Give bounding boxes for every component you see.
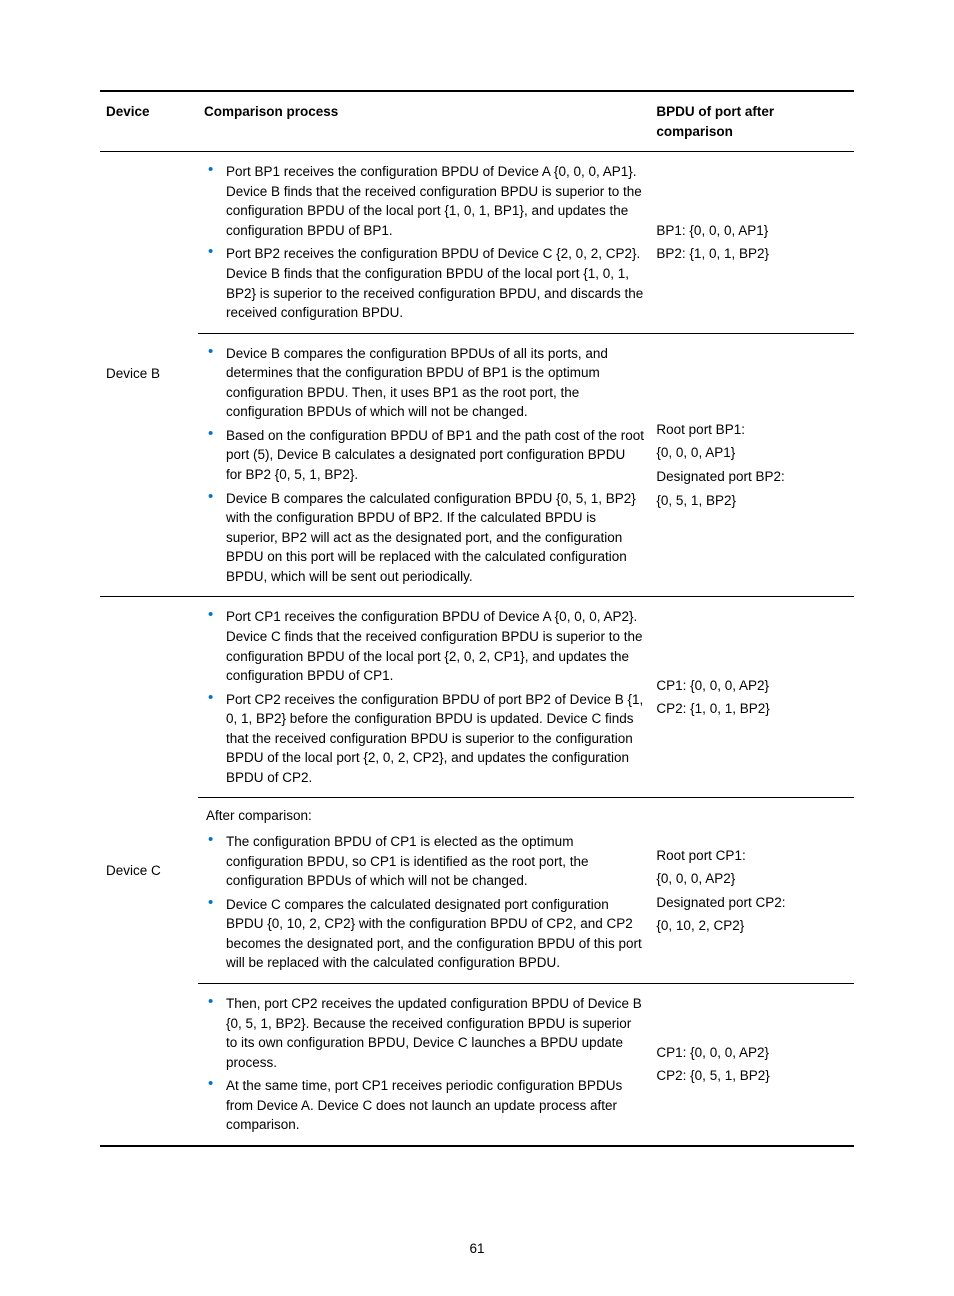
bpdu-cell: BP1: {0, 0, 0, AP1} BP2: {1, 0, 1, BP2} — [650, 152, 854, 334]
table-row: After comparison: The configuration BPDU… — [100, 798, 854, 984]
process-cell: Device B compares the configuration BPDU… — [198, 333, 650, 597]
bpdu-line: BP2: {1, 0, 1, BP2} — [656, 242, 848, 266]
bpdu-line: CP2: {0, 5, 1, BP2} — [656, 1064, 848, 1088]
bullet-list: Port BP1 receives the configuration BPDU… — [204, 160, 644, 325]
bpdu-line: BP1: {0, 0, 0, AP1} — [656, 219, 848, 243]
page: Device Comparison process BPDU of port a… — [0, 0, 954, 1296]
list-item: Device B compares the calculated configu… — [204, 487, 644, 589]
list-item: Port BP1 receives the configuration BPDU… — [204, 160, 644, 242]
col-header-device: Device — [100, 91, 198, 152]
process-cell: Port BP1 receives the configuration BPDU… — [198, 152, 650, 334]
process-cell: Port CP1 receives the configuration BPDU… — [198, 597, 650, 798]
bpdu-cell: Root port CP1: {0, 0, 0, AP2} Designated… — [650, 798, 854, 984]
bullet-list: Device B compares the configuration BPDU… — [204, 342, 644, 589]
bpdu-line: CP1: {0, 0, 0, AP2} — [656, 1041, 848, 1065]
device-cell: Device C — [100, 597, 198, 1146]
page-number: 61 — [0, 1241, 954, 1256]
bpdu-line: {0, 10, 2, CP2} — [656, 914, 848, 938]
table-row: Device B Port BP1 receives the configura… — [100, 152, 854, 334]
list-item: Device C compares the calculated designa… — [204, 893, 644, 975]
bpdu-line: Root port CP1: — [656, 844, 848, 868]
list-item: Port CP1 receives the configuration BPDU… — [204, 605, 644, 687]
device-cell: Device B — [100, 152, 198, 597]
bpdu-cell: CP1: {0, 0, 0, AP2} CP2: {0, 5, 1, BP2} — [650, 983, 854, 1145]
list-item: Then, port CP2 receives the updated conf… — [204, 992, 644, 1074]
bullet-list: The configuration BPDU of CP1 is elected… — [204, 830, 644, 975]
bpdu-line: Designated port CP2: — [656, 891, 848, 915]
bpdu-line: Root port BP1: — [656, 418, 848, 442]
bpdu-line: {0, 0, 0, AP2} — [656, 867, 848, 891]
process-cell: Then, port CP2 receives the updated conf… — [198, 983, 650, 1145]
col-header-bpdu: BPDU of port after comparison — [650, 91, 854, 152]
bpdu-line: {0, 0, 0, AP1} — [656, 441, 848, 465]
list-item: Port CP2 receives the configuration BPDU… — [204, 688, 644, 790]
list-item: Device B compares the configuration BPDU… — [204, 342, 644, 424]
bpdu-cell: Root port BP1: {0, 0, 0, AP1} Designated… — [650, 333, 854, 597]
comparison-table: Device Comparison process BPDU of port a… — [100, 90, 854, 1147]
list-item: At the same time, port CP1 receives peri… — [204, 1074, 644, 1137]
list-item: The configuration BPDU of CP1 is elected… — [204, 830, 644, 893]
list-item: Based on the configuration BPDU of BP1 a… — [204, 424, 644, 487]
table-row: Then, port CP2 receives the updated conf… — [100, 983, 854, 1145]
table-row: Device C Port CP1 receives the configura… — [100, 597, 854, 798]
bpdu-line: {0, 5, 1, BP2} — [656, 489, 848, 513]
col-header-process: Comparison process — [198, 91, 650, 152]
list-item: Port BP2 receives the configuration BPDU… — [204, 242, 644, 324]
bpdu-line: CP1: {0, 0, 0, AP2} — [656, 674, 848, 698]
bullet-list: Port CP1 receives the configuration BPDU… — [204, 605, 644, 789]
table-row: Device B compares the configuration BPDU… — [100, 333, 854, 597]
process-cell: After comparison: The configuration BPDU… — [198, 798, 650, 984]
bpdu-cell: CP1: {0, 0, 0, AP2} CP2: {1, 0, 1, BP2} — [650, 597, 854, 798]
bpdu-line: CP2: {1, 0, 1, BP2} — [656, 697, 848, 721]
table-header-row: Device Comparison process BPDU of port a… — [100, 91, 854, 152]
intro-text: After comparison: — [206, 806, 644, 826]
bullet-list: Then, port CP2 receives the updated conf… — [204, 992, 644, 1137]
bpdu-line: Designated port BP2: — [656, 465, 848, 489]
